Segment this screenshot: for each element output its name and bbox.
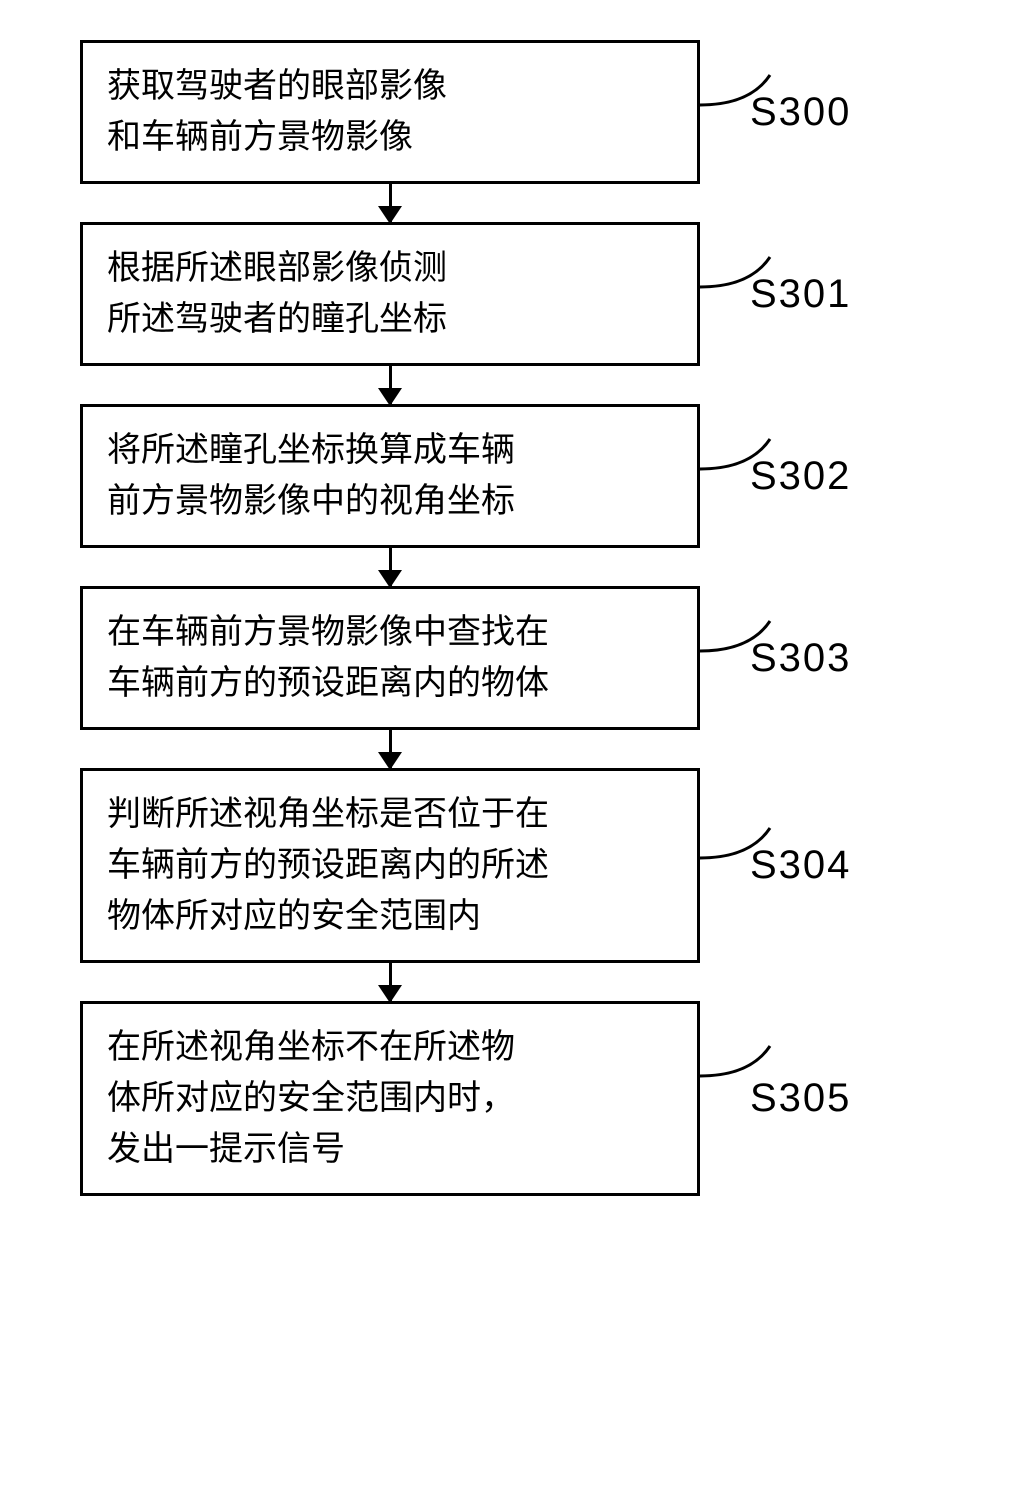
step-wrapper: 判断所述视角坐标是否位于在 车辆前方的预设距离内的所述 物体所对应的安全范围内 …: [80, 768, 950, 963]
step-text-line: 和车辆前方景物影像: [107, 112, 673, 163]
flowchart-step-box: 根据所述眼部影像侦测 所述驾驶者的瞳孔坐标: [80, 222, 700, 366]
step-text-line: 发出一提示信号: [107, 1124, 673, 1175]
arrow-connector: [80, 184, 700, 222]
step-text-line: 在车辆前方景物影像中查找在: [107, 607, 673, 658]
arrow-connector: [80, 963, 700, 1001]
arrow-connector: [80, 548, 700, 586]
step-text-line: 判断所述视角坐标是否位于在: [107, 789, 673, 840]
step-text-line: 所述驾驶者的瞳孔坐标: [107, 294, 673, 345]
step-label: S300: [750, 90, 851, 135]
step-row: 在车辆前方景物影像中查找在 车辆前方的预设距离内的物体 S303: [80, 586, 950, 730]
step-wrapper: 根据所述眼部影像侦测 所述驾驶者的瞳孔坐标 S301: [80, 222, 950, 366]
flowchart-step-box: 在所述视角坐标不在所述物 体所对应的安全范围内时， 发出一提示信号: [80, 1001, 700, 1196]
step-wrapper: 将所述瞳孔坐标换算成车辆 前方景物影像中的视角坐标 S302: [80, 404, 950, 548]
flowchart-step-box: 将所述瞳孔坐标换算成车辆 前方景物影像中的视角坐标: [80, 404, 700, 548]
flowchart-container: 获取驾驶者的眼部影像 和车辆前方景物影像 S300 根据所述眼部影像侦测 所述驾…: [80, 40, 950, 1196]
flowchart-step-box: 判断所述视角坐标是否位于在 车辆前方的预设距离内的所述 物体所对应的安全范围内: [80, 768, 700, 963]
step-row: 判断所述视角坐标是否位于在 车辆前方的预设距离内的所述 物体所对应的安全范围内 …: [80, 768, 950, 963]
step-label: S301: [750, 272, 851, 317]
arrow-connector: [80, 366, 700, 404]
step-label: S304: [750, 843, 851, 888]
step-text-line: 体所对应的安全范围内时，: [107, 1073, 673, 1124]
step-text-line: 车辆前方的预设距离内的所述: [107, 840, 673, 891]
step-text-line: 车辆前方的预设距离内的物体: [107, 658, 673, 709]
step-wrapper: 在所述视角坐标不在所述物 体所对应的安全范围内时， 发出一提示信号 S305: [80, 1001, 950, 1196]
step-text-line: 前方景物影像中的视角坐标: [107, 476, 673, 527]
step-text-line: 在所述视角坐标不在所述物: [107, 1022, 673, 1073]
step-row: 将所述瞳孔坐标换算成车辆 前方景物影像中的视角坐标 S302: [80, 404, 950, 548]
step-label: S305: [750, 1076, 851, 1121]
step-row: 根据所述眼部影像侦测 所述驾驶者的瞳孔坐标 S301: [80, 222, 950, 366]
arrow-connector: [80, 730, 700, 768]
flowchart-step-box: 获取驾驶者的眼部影像 和车辆前方景物影像: [80, 40, 700, 184]
step-wrapper: 获取驾驶者的眼部影像 和车辆前方景物影像 S300: [80, 40, 950, 184]
step-label: S303: [750, 636, 851, 681]
step-row: 在所述视角坐标不在所述物 体所对应的安全范围内时， 发出一提示信号 S305: [80, 1001, 950, 1196]
step-text-line: 获取驾驶者的眼部影像: [107, 61, 673, 112]
step-text-line: 物体所对应的安全范围内: [107, 891, 673, 942]
step-label: S302: [750, 454, 851, 499]
step-text-line: 根据所述眼部影像侦测: [107, 243, 673, 294]
step-text-line: 将所述瞳孔坐标换算成车辆: [107, 425, 673, 476]
flowchart-step-box: 在车辆前方景物影像中查找在 车辆前方的预设距离内的物体: [80, 586, 700, 730]
step-row: 获取驾驶者的眼部影像 和车辆前方景物影像 S300: [80, 40, 950, 184]
step-wrapper: 在车辆前方景物影像中查找在 车辆前方的预设距离内的物体 S303: [80, 586, 950, 730]
